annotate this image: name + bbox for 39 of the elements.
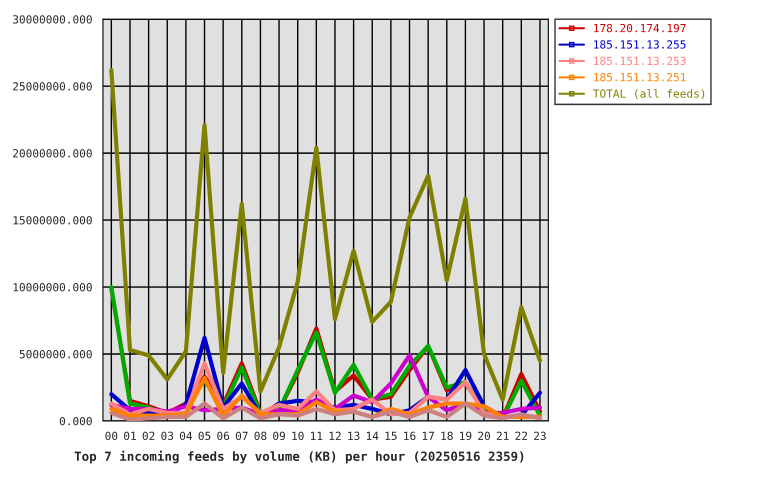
y-tick-label: 20000000.000: [13, 149, 92, 158]
x-tick-label: 09: [273, 432, 285, 440]
x-tick-label: 14: [366, 432, 378, 440]
x-tick-label: 22: [515, 432, 528, 440]
x-tick-label: 06: [217, 432, 230, 440]
y-tick-label: 15000000.000: [14, 216, 92, 224]
x-tick-label: 17: [422, 432, 434, 440]
x-tick-label: 02: [142, 432, 154, 440]
x-tick-label: 00: [105, 432, 118, 440]
legend-label: 185.151.13.251: [594, 73, 686, 82]
y-tick-label: 25000000.000: [13, 82, 92, 91]
y-tick-label: 5000000.000: [20, 350, 92, 358]
x-tick-label: 16: [404, 432, 416, 440]
y-tick-label: 10000000.000: [14, 283, 92, 292]
text: Top 7 incoming feeds by volume (KB) per hour (20250516 2359): [74, 450, 524, 464]
legend-label: 185.151.13.253: [594, 56, 686, 66]
legend-label: 185.151.13.255: [594, 40, 686, 49]
line-series: [109, 68, 542, 402]
x-tick-label: 07: [236, 432, 248, 440]
x-tick-label: 21: [496, 432, 509, 440]
x-tick-label: 10: [292, 432, 304, 440]
x-tick-label: 13: [348, 432, 360, 440]
x-tick-label: 18: [441, 432, 453, 440]
legend-label: TOTAL (all feeds): [593, 89, 704, 100]
x-tick-label: 08: [254, 432, 266, 440]
x-tick-label: 19: [460, 432, 472, 440]
x-tick-label: 12: [330, 432, 341, 440]
y-tick-label: 30000000.000: [13, 15, 92, 24]
x-tick-label: 15: [386, 432, 397, 440]
x-tick-label: 03: [161, 432, 174, 440]
legend-label: 178.20.174.197: [594, 24, 686, 32]
x-tick-label: 04: [180, 432, 192, 440]
x-tick-label: 23: [534, 432, 546, 440]
x-tick-label: 05: [198, 432, 210, 440]
x-tick-label: 20: [478, 432, 490, 440]
x-tick-label: 01: [124, 432, 136, 440]
line-series: [109, 401, 542, 421]
x-tick-label: 11: [310, 432, 322, 440]
y-tick-label: 0.000: [60, 416, 92, 426]
